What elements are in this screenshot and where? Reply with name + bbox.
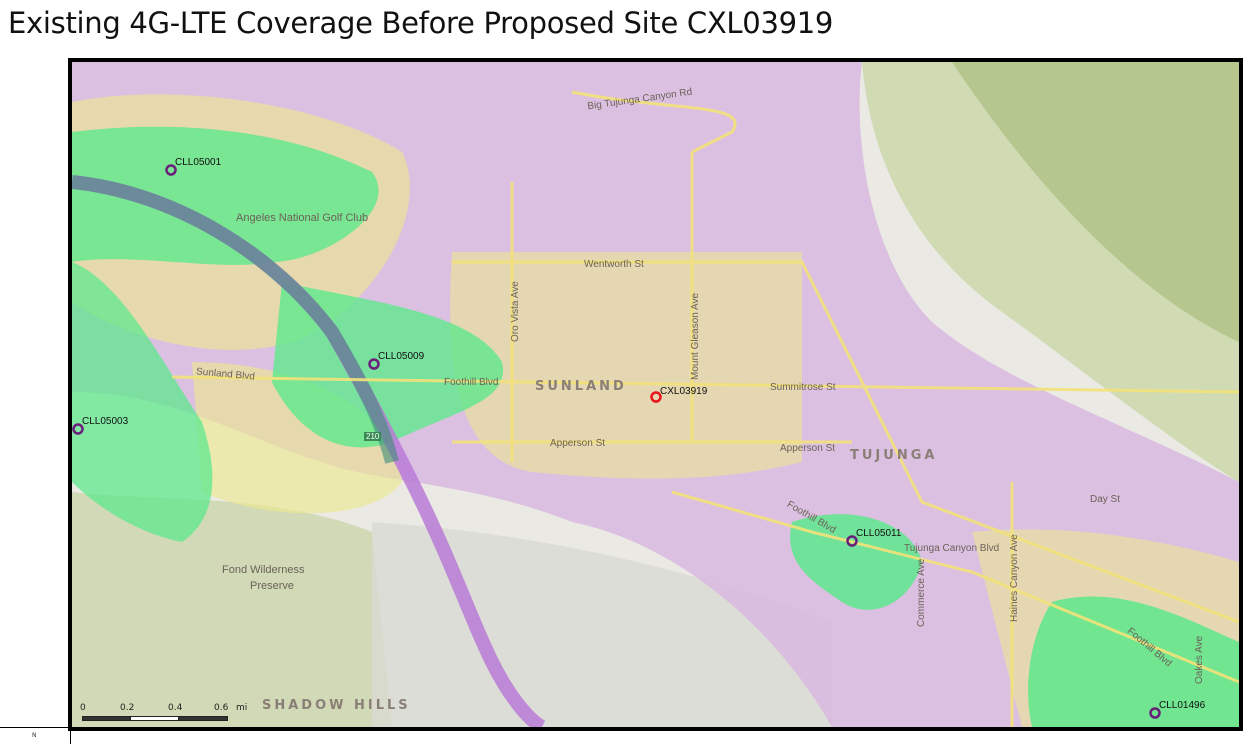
- street-label: Commerce Ave: [916, 558, 927, 627]
- street-label: Summitrose St: [770, 382, 836, 393]
- mountain-terrain-dark: [952, 62, 1239, 342]
- scale-tick: 0.6: [214, 703, 229, 713]
- site-label[interactable]: CLL05003: [82, 416, 129, 427]
- highway-210-covered: [72, 175, 399, 464]
- street-label: Haines Canyon Ave: [1009, 534, 1020, 622]
- legend-label: N: [32, 732, 37, 739]
- good-coverage-area: [72, 262, 213, 542]
- good-coverage-area: [1028, 596, 1239, 727]
- place-label: Preserve: [250, 580, 295, 592]
- place-label: TUJUNGA: [850, 448, 938, 463]
- site-label[interactable]: CLL05009: [378, 351, 425, 362]
- hill-terrain: [72, 492, 392, 727]
- scale-tick: 0: [80, 703, 86, 713]
- page-title: Existing 4G-LTE Coverage Before Proposed…: [8, 6, 834, 40]
- street-label: Apperson St: [550, 438, 606, 449]
- proposed-site-label[interactable]: CXL03919: [660, 386, 708, 397]
- street-grid: [171, 90, 1239, 727]
- highway-shield: 210: [364, 432, 382, 441]
- site-label[interactable]: CLL05001: [175, 157, 222, 168]
- street-label: Foothill Blvd: [444, 377, 499, 388]
- place-label: Fond Wilderness: [222, 564, 305, 576]
- scale-unit: mi: [236, 703, 248, 713]
- place-label: SUNLAND: [535, 379, 627, 394]
- scale-tick: 0.2: [120, 703, 135, 713]
- hill-shading: [372, 522, 832, 727]
- street-label: Wentworth St: [584, 259, 644, 270]
- street-label: Oro Vista Ave: [510, 281, 521, 342]
- street-label: Mount Gleason Ave: [690, 292, 701, 380]
- fair-coverage-area: [450, 252, 802, 479]
- place-label: Angeles National Golf Club: [236, 212, 369, 224]
- map-layers: [72, 62, 1239, 727]
- street-label: Tujunga Canyon Blvd: [904, 543, 1000, 554]
- coverage-map[interactable]: Big Tujunga Canyon Rd Wentworth St Footh…: [68, 58, 1243, 731]
- street-label: Day St: [1090, 494, 1121, 505]
- good-coverage-area: [72, 126, 379, 265]
- site-label[interactable]: CLL01496: [1159, 700, 1206, 711]
- scale-tick: 0.4: [168, 703, 183, 713]
- site-label[interactable]: CLL05011: [856, 528, 902, 539]
- street-label: Oakes Ave: [1194, 635, 1205, 684]
- good-coverage-area: [790, 514, 922, 610]
- fair-coverage-area: [192, 362, 402, 514]
- place-label: SHADOW HILLS: [262, 698, 411, 713]
- street-label: Apperson St: [780, 443, 836, 454]
- legend-box: N: [0, 727, 71, 744]
